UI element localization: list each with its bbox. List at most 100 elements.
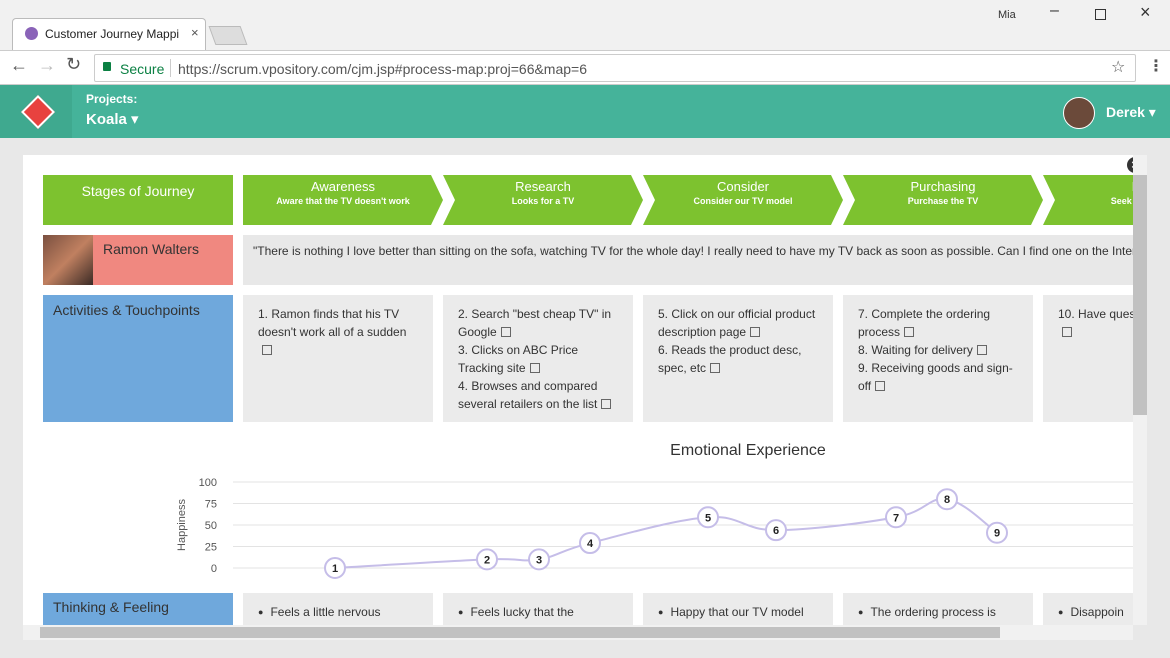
activity-card: 10. Have ques setting, calling [1043,295,1133,422]
stage-chevrons [243,175,1133,225]
emotion-point [324,557,346,579]
bullet: ● [458,607,464,617]
emotion-point [885,506,907,529]
activity-text: 3. Clicks on ABC Price Tracking site [458,343,579,375]
y-tick-label: 25 [205,542,217,554]
stage-name: Awareness [310,179,376,194]
profile-name: Mia [998,9,1016,21]
stage-name: Consider [716,179,770,194]
stage-name: Research [515,179,571,194]
y-tick-label: 50 [205,520,217,532]
thinking-text: Feels a little nervous [270,605,381,619]
bookmark[interactable]: ☆ [1111,59,1126,76]
activity-text: 9. Receiving goods and sign-off [858,361,1013,393]
activity-item: 4. Browses and compared several retailer… [458,377,618,413]
point-label: 2 [484,554,490,566]
projects-label: Projects: [86,92,138,106]
project-name: Koala [86,111,127,128]
maximize[interactable] [1095,9,1106,20]
thinking-text: Disappoin [1070,605,1124,619]
menu[interactable]: ⋮ [1148,58,1164,75]
link-icon[interactable] [750,327,761,337]
emotion-point [697,506,719,529]
h-scrollbar[interactable] [23,625,1133,640]
address-bar[interactable]: Secure https://scrum.vpository.com/cjm.j… [94,54,1136,82]
thinking-card: ● The ordering process is [843,593,1033,625]
link-icon[interactable] [904,327,915,337]
v-scrollbar[interactable] [1133,155,1147,625]
secure-label: Secure [120,61,165,77]
reload[interactable]: ↻ [66,54,82,74]
stage-description: Purchase the TV [907,196,979,206]
point-label: 1 [332,563,338,575]
emotion-point [579,532,601,555]
close-window[interactable]: × [1140,2,1151,22]
activity-text: 2. Search "best cheap TV" in Google [458,307,612,339]
minimize[interactable]: – [1050,2,1059,19]
chart-title: Emotional Experience [670,442,826,459]
new-tab[interactable] [208,26,248,45]
bullet: ● [258,607,264,617]
activity-item: 2. Search "best cheap TV" in Google [458,305,618,341]
link-icon[interactable] [875,381,886,391]
stage-description: Consider our TV model [693,196,793,206]
back[interactable]: ← [10,55,28,75]
lock-icon [103,62,111,71]
activity-text: 7. Complete the ordering process [858,307,991,339]
activities-label: Activities & Touchpoints [43,295,233,422]
h-scroll-thumb[interactable] [40,627,1000,638]
title-bar: Customer Journey Mappi × Mia – × [0,0,1170,51]
project-select[interactable]: Koala ▾ [86,111,139,128]
stage-chevron[interactable] [1043,175,1133,225]
tab[interactable]: Customer Journey Mappi × [12,18,206,50]
activity-item: 10. Have ques setting, calling [1058,305,1133,341]
v-scroll-thumb[interactable] [1133,175,1147,415]
stage-description: Seek help for p [1110,196,1133,206]
activity-item: 9. Receiving goods and sign-off [858,359,1018,395]
point-label: 7 [893,512,899,524]
point-label: 4 [587,538,594,550]
activity-card: 7. Complete the ordering process 8. Waiti… [843,295,1033,422]
stage-chevron[interactable] [243,175,443,225]
logo-area[interactable] [0,85,72,138]
activity-text: 6. Reads the product desc, spec, etc [658,343,802,375]
bullet: ● [858,607,864,617]
thinking-card: ● Disappoin [1043,593,1133,625]
separator [170,59,171,77]
activity-card: 2. Search "best cheap TV" in Google 3. Cl… [443,295,633,422]
emotion-point [476,548,498,571]
y-tick-label: 75 [205,499,217,511]
activity-text: 4. Browses and compared several retailer… [458,379,598,411]
activity-card: 5. Click on our official product descrip… [643,295,833,422]
stage-chevron[interactable] [643,175,843,225]
tab-close[interactable]: × [191,25,199,40]
stage-chevron[interactable] [843,175,1043,225]
activity-item: 6. Reads the product desc, spec, etc [658,341,818,377]
stage-chevron[interactable] [443,175,643,225]
point-label: 8 [944,494,950,506]
url: https://scrum.vpository.com/cjm.jsp#proc… [178,61,588,77]
thinking-card: ● Feels lucky that the [443,593,633,625]
stage-name: Pos [1043,179,1133,195]
point-label: 6 [773,525,779,537]
thinking-text: Happy that our TV model [670,605,804,619]
activity-text: 1. Ramon finds that his TV doesn't work … [258,307,407,339]
stage-description: Looks for a TV [511,196,575,206]
link-icon[interactable] [601,399,612,409]
link-icon[interactable] [529,363,540,373]
emotion-point [765,519,787,542]
link-icon[interactable] [710,363,721,373]
emotion-chart: Emotional ExperienceHappiness02550751001… [176,442,1133,579]
thinking-label: Thinking & Feeling [43,593,233,625]
user-menu[interactable]: Derek ▾ [1106,104,1156,120]
thinking-text: Feels lucky that the [470,605,574,619]
link-icon[interactable] [976,345,987,355]
link-icon[interactable] [262,345,272,355]
activity-text: 5. Click on our official product descrip… [658,307,816,339]
activity-item: 8. Waiting for delivery [858,341,1018,359]
link-icon[interactable] [1062,327,1072,337]
link-icon[interactable] [500,327,511,337]
forward[interactable]: → [38,55,56,75]
emotion-point [936,488,958,511]
